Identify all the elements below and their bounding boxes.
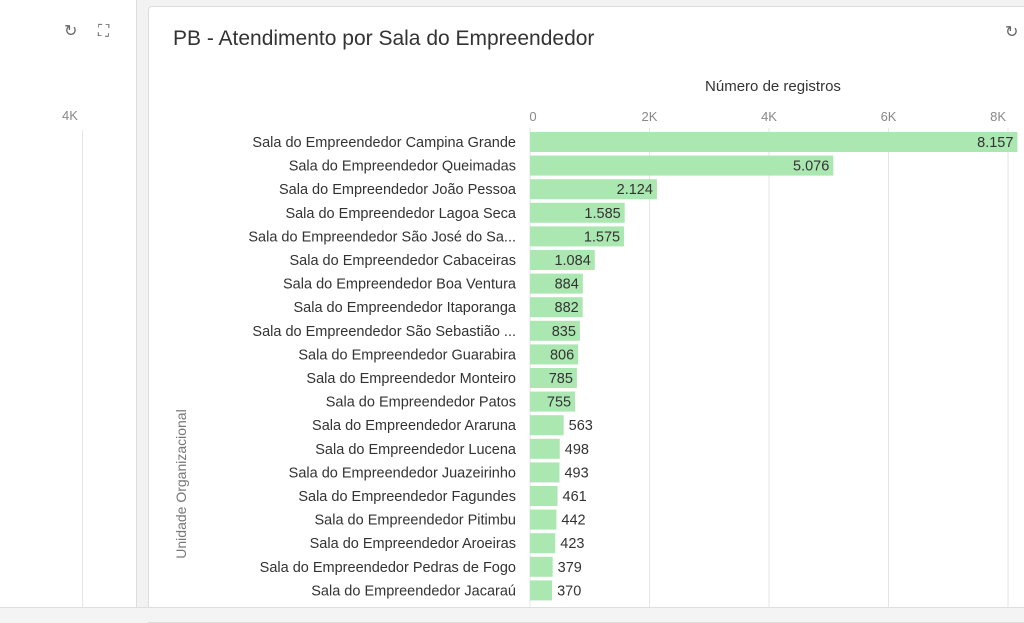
category-label: Sala do Empreendedor Araruna <box>312 418 517 434</box>
bar-value-label: 493 <box>564 465 588 481</box>
category-label: Sala do Empreendedor Lagoa Seca <box>285 206 516 222</box>
left-panel: ↻ ⛶ 4K <box>0 0 137 621</box>
bar[interactable] <box>530 179 657 200</box>
category-label: Sala do Empreendedor São José do Sa... <box>248 229 516 245</box>
category-label: Sala do Empreendedor Lucena <box>315 442 517 458</box>
bar[interactable] <box>530 580 553 601</box>
bar-value-label: 423 <box>560 536 584 552</box>
bar[interactable] <box>530 556 553 577</box>
bar[interactable] <box>530 202 625 223</box>
x-axis-title: Número de registros <box>705 78 841 95</box>
bar-value-label: 442 <box>561 513 585 529</box>
bar[interactable] <box>530 462 560 483</box>
bar[interactable] <box>530 320 580 341</box>
left-axis-tick-label: 4K <box>62 108 78 123</box>
bar-value-label: 379 <box>558 560 582 576</box>
bar[interactable] <box>530 155 834 176</box>
category-label: Sala do Empreendedor Campina Grande <box>252 135 516 151</box>
category-label: Sala do Empreendedor Queimadas <box>289 159 516 175</box>
bar[interactable] <box>530 486 558 506</box>
category-label: Sala do Empreendedor Boa Ventura <box>283 277 517 293</box>
x-tick-label: 4K <box>761 109 777 124</box>
panel-title: PB - Atendimento por Sala do Empreendedo… <box>173 27 595 50</box>
bar-value-label: 8.157 <box>977 135 1013 151</box>
category-label: Sala do Empreendedor João Pessoa <box>279 182 517 198</box>
bar[interactable] <box>530 509 557 530</box>
bar-value-label: 2.124 <box>617 182 653 198</box>
bar-value-label: 1.084 <box>554 253 590 269</box>
category-label: Sala do Empreendedor Cabaceiras <box>290 253 517 269</box>
x-tick-label: 6K <box>881 109 897 124</box>
category-label: Sala do Empreendedor Juazeirinho <box>289 465 516 481</box>
bar[interactable] <box>530 297 583 318</box>
bar-value-label: 461 <box>563 489 587 505</box>
x-tick-label: 2K <box>642 109 658 124</box>
bar[interactable] <box>530 391 576 412</box>
bar-value-label: 884 <box>555 277 579 293</box>
category-label: Sala do Empreendedor Guarabira <box>298 347 517 363</box>
category-label: Sala do Empreendedor Monteiro <box>306 371 516 387</box>
x-tick-label: 0 <box>529 109 536 124</box>
bar-value-label: 755 <box>547 395 571 411</box>
category-label: Sala do Empreendedor São Sebastião ... <box>252 324 516 340</box>
expand-icon[interactable]: ⛶ <box>98 23 110 40</box>
bar-value-label: 1.585 <box>584 206 620 222</box>
bar-value-label: 498 <box>565 442 589 458</box>
left-axis-gridline <box>82 130 83 621</box>
bar-value-label: 370 <box>557 583 581 599</box>
bar-value-label: 563 <box>569 418 593 434</box>
x-tick-label: 8K <box>990 109 1006 124</box>
y-axis-title: Unidade Organizacional <box>173 409 189 558</box>
refresh-icon[interactable]: ↻ <box>1005 24 1019 41</box>
bar[interactable] <box>530 226 625 247</box>
category-label: Sala do Empreendedor Pedras de Fogo <box>260 560 516 576</box>
bar-value-label: 806 <box>550 347 574 363</box>
bottom-scroll-strip <box>0 607 1024 622</box>
category-label: Sala do Empreendedor Pitimbu <box>314 513 516 529</box>
category-label: Sala do Empreendedor Itaporanga <box>294 300 517 316</box>
category-label: Sala do Empreendedor Jacaraú <box>311 583 516 599</box>
bar[interactable] <box>530 415 564 436</box>
bar-value-label: 1.575 <box>584 229 620 245</box>
bar[interactable] <box>530 250 595 270</box>
category-label: Sala do Empreendedor Patos <box>326 395 516 411</box>
bar-value-label: 785 <box>549 371 573 387</box>
bar-value-label: 835 <box>552 324 576 340</box>
bar-value-label: 5.076 <box>793 159 829 175</box>
bar[interactable] <box>530 132 1018 152</box>
bar[interactable] <box>530 344 579 365</box>
bar[interactable] <box>530 438 560 459</box>
category-label: Sala do Empreendedor Aroeiras <box>310 536 516 552</box>
bar[interactable] <box>530 533 556 554</box>
bar[interactable] <box>530 368 577 388</box>
chart-panel: PB - Atendimento por Sala do Empreendedo… <box>148 6 1024 623</box>
bar-value-label: 882 <box>555 300 579 316</box>
bar[interactable] <box>530 273 583 294</box>
category-label: Sala do Empreendedor Fagundes <box>298 489 516 505</box>
refresh-icon[interactable]: ↻ <box>64 23 78 40</box>
